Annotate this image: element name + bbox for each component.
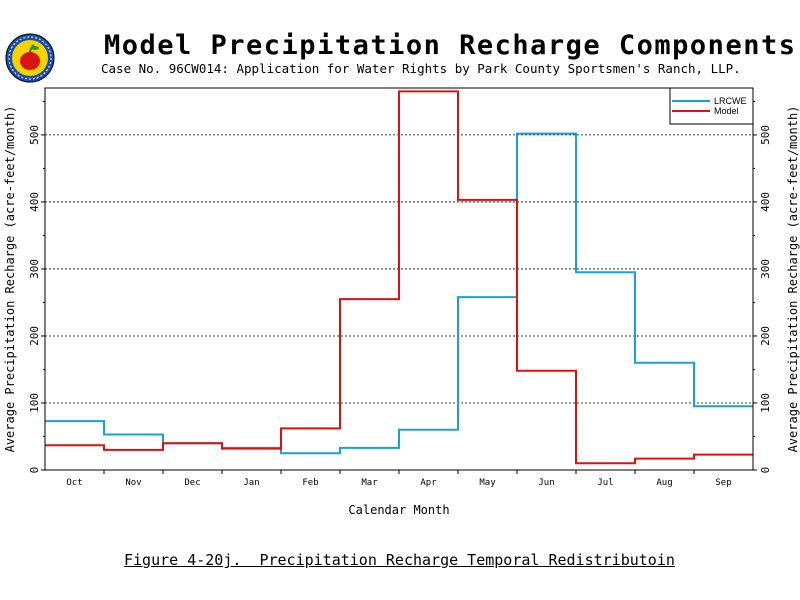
x-tick-label-mar: Mar xyxy=(361,478,378,488)
y-tick-label-left-100: 100 xyxy=(28,393,41,413)
chart-subtitle: Case No. 96CW014: Application for Water … xyxy=(101,61,741,76)
x-tick-label-apr: Apr xyxy=(420,478,437,488)
x-axis-label: Calendar Month xyxy=(348,503,449,517)
x-tick-label-sep: Sep xyxy=(715,478,731,488)
x-tick-label-may: May xyxy=(479,478,496,488)
chart-legend: LRCWE Model xyxy=(669,87,754,125)
series-line-model xyxy=(45,90,753,465)
x-tick-label-oct: Oct xyxy=(66,478,82,488)
y-tick-label-right-400: 400 xyxy=(759,192,772,212)
x-tick-label-feb: Feb xyxy=(302,478,318,488)
y-tick-label-right-0: 0 xyxy=(759,467,772,474)
legend-label-lrcwe: LRCWE xyxy=(714,96,747,106)
x-tick-label-nov: Nov xyxy=(125,478,141,488)
apple-logo xyxy=(5,33,55,83)
y-tick-label-left-200: 200 xyxy=(28,326,41,346)
series-line-lrcwe xyxy=(45,132,753,455)
y-tick-label-right-200: 200 xyxy=(759,326,772,346)
legend-label-model: Model xyxy=(714,106,739,116)
series-lines xyxy=(45,90,753,465)
y-tick-label-left-0: 0 xyxy=(28,467,41,474)
axes: 0 0 100 100 200 200 300 300 400 400 500 500 Oct Nov De… xyxy=(28,100,772,488)
y-tick-label-left-300: 300 xyxy=(28,259,41,279)
y-tick-label-right-300: 300 xyxy=(759,259,772,279)
y-tick-label-left-500: 500 xyxy=(28,125,41,145)
chart-title: Model Precipitation Recharge Components xyxy=(104,30,797,61)
y-axis-label-right: Average Precipitation Recharge (acre-fee… xyxy=(786,106,800,453)
x-tick-label-jul: Jul xyxy=(597,478,613,488)
x-tick-label-jun: Jun xyxy=(538,478,554,488)
x-tick-label-aug: Aug xyxy=(656,478,672,488)
figure-caption: Figure 4-20j. Precipitation Recharge Tem… xyxy=(124,551,675,569)
y-tick-label-right-500: 500 xyxy=(759,125,772,145)
x-tick-label-dec: Dec xyxy=(184,478,200,488)
x-tick-label-jan: Jan xyxy=(243,478,259,488)
y-axis-label-left: Average Precipitation Recharge (acre-fee… xyxy=(3,106,17,453)
y-tick-label-left-400: 400 xyxy=(28,192,41,212)
y-tick-label-right-100: 100 xyxy=(759,393,772,413)
